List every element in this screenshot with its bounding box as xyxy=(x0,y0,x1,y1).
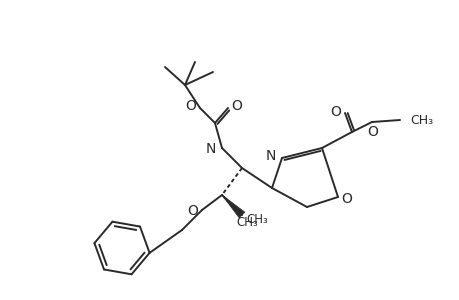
Text: CH₃: CH₃ xyxy=(246,214,267,226)
Text: O: O xyxy=(231,99,242,113)
Text: N: N xyxy=(205,142,216,156)
Polygon shape xyxy=(222,195,244,218)
Text: N: N xyxy=(265,149,275,163)
Text: CH₃: CH₃ xyxy=(409,113,432,127)
Text: O: O xyxy=(341,192,352,206)
Text: O: O xyxy=(367,125,378,139)
Text: O: O xyxy=(187,204,198,218)
Text: O: O xyxy=(330,105,341,119)
Text: O: O xyxy=(185,99,196,113)
Text: CH₃: CH₃ xyxy=(235,217,257,230)
